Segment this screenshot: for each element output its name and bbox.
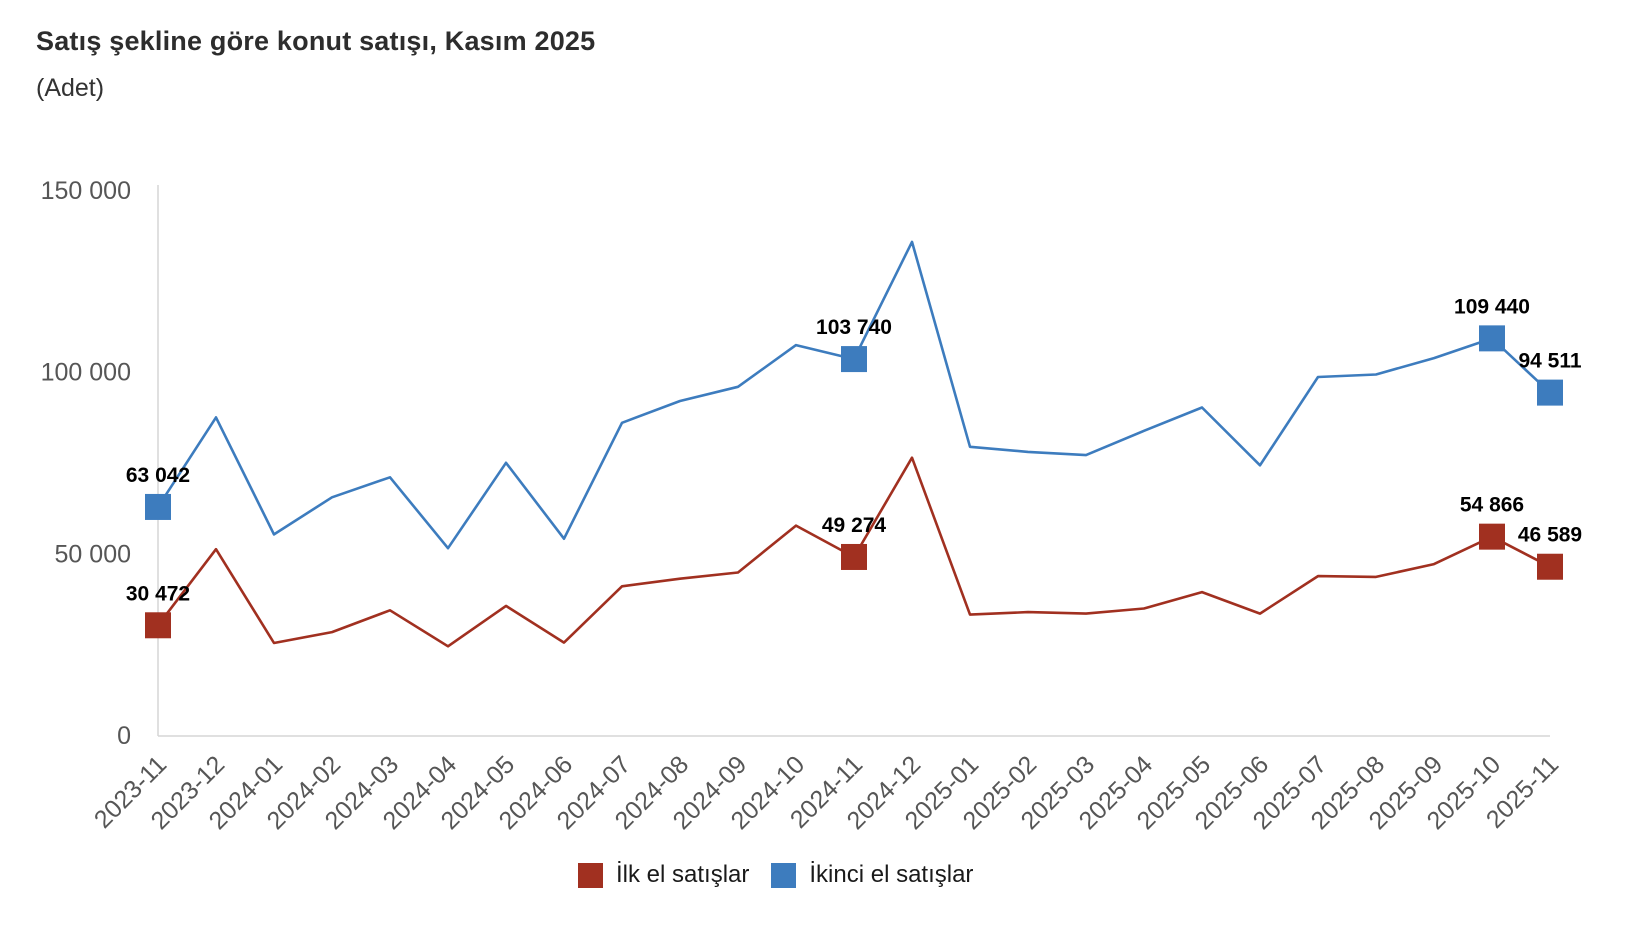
value-label: 46 589 (1518, 524, 1582, 547)
value-label: 54 866 (1460, 494, 1524, 517)
page-title: Satış şekline göre konut satışı, Kasım 2… (36, 26, 596, 56)
legend-swatch-first-hand-icon (578, 862, 603, 888)
value-label: 49 274 (822, 514, 887, 537)
value-label: 30 472 (126, 582, 190, 605)
legend-label-second-hand: İkinci el satışlar (809, 861, 974, 888)
value-label: 94 511 (1518, 350, 1581, 373)
y-tick-label: 100 000 (41, 359, 131, 387)
legend-label-first-hand: İlk el satışlar (616, 861, 750, 888)
legend-swatch-second-hand-icon (771, 862, 797, 888)
legend-item-first-hand: İlk el satışlar (578, 861, 749, 889)
series-marker (1537, 553, 1563, 580)
y-tick-label: 150 000 (41, 177, 131, 205)
page-subtitle: (Adet) (36, 74, 105, 102)
legend: İlk el satışlar İkinci el satışlar (578, 861, 973, 889)
value-label: 109 440 (1454, 295, 1530, 318)
series-line-1 (156, 240, 1552, 550)
y-tick-label: 0 (117, 722, 131, 750)
series-marker (841, 346, 867, 373)
legend-item-second-hand: İkinci el satışlar (771, 861, 973, 889)
series-marker (145, 493, 171, 520)
series-marker (1479, 523, 1505, 550)
series-marker (841, 543, 867, 570)
y-tick-label: 50 000 (55, 540, 131, 568)
value-label: 103 740 (816, 316, 892, 339)
series-marker (1479, 325, 1505, 352)
series-marker (1537, 379, 1563, 406)
series-marker (145, 612, 171, 639)
value-label: 63 042 (126, 464, 190, 487)
